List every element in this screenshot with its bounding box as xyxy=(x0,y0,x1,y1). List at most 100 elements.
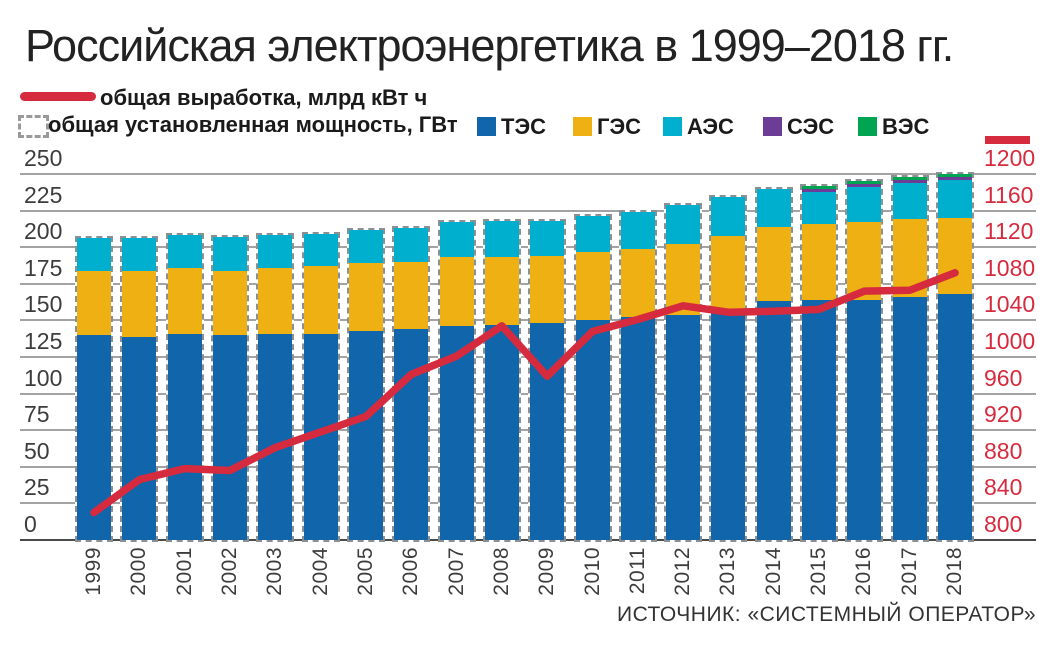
bar-segment-АЭС-2009 xyxy=(530,220,565,256)
x-axis-year-label: 2000 xyxy=(127,547,151,596)
capacity-bar-2008 xyxy=(482,218,521,542)
capacity-bar-2000 xyxy=(120,236,159,542)
capacity-bar-2014 xyxy=(754,186,793,542)
bar-segment-ГЭС-2009 xyxy=(530,255,565,324)
bar-segment-СЭС-2017 xyxy=(892,180,927,184)
bar-segment-АЭС-2011 xyxy=(620,212,655,249)
right-axis-tick-label: 800 xyxy=(984,511,1023,537)
bar-segment-ТЭС-2009 xyxy=(530,323,565,540)
bar-segment-АЭС-2015 xyxy=(802,191,837,224)
generation-line-label: общая выработка, млрд кВт ч xyxy=(100,85,428,110)
bar-segment-ГЭС-2016 xyxy=(847,222,882,300)
x-axis-year-label: 2017 xyxy=(897,547,921,596)
bar-segment-АЭС-2014 xyxy=(756,188,791,227)
left-axis-tick-label: 50 xyxy=(24,437,50,464)
bar-segment-ГЭС-2003 xyxy=(258,267,293,334)
bar-segment-АЭС-2008 xyxy=(484,220,519,258)
capacity-bar-2009 xyxy=(528,218,567,542)
bar-segment-ГЭС-2001 xyxy=(167,267,202,334)
left-axis-tick-label: 200 xyxy=(24,218,63,245)
bar-segment-АЭС-2003 xyxy=(258,235,293,268)
bar-segment-ТЭС-2018 xyxy=(938,294,973,540)
x-axis-year-label: 2008 xyxy=(489,547,513,596)
left-axis-tick-label: 100 xyxy=(24,364,63,391)
right-axis-tick-label: 880 xyxy=(984,437,1023,464)
chart-title: Российская электроэнергетика в 1999–2018… xyxy=(25,20,954,71)
bar-segment-АЭС-2010 xyxy=(575,216,610,252)
bar-segment-ВЭС-2017 xyxy=(892,177,927,181)
left-axis-tick-label: 25 xyxy=(24,474,50,501)
bar-segment-ТЭС-2014 xyxy=(756,301,791,540)
bar-segment-ТЭС-2015 xyxy=(802,299,837,540)
x-axis-year-label: 2012 xyxy=(671,547,695,596)
bar-segment-АЭС-2012 xyxy=(666,204,701,245)
bar-segment-ВЭС-2018 xyxy=(938,174,973,178)
x-axis-year-label: 2005 xyxy=(353,547,377,596)
capacity-bar-2018 xyxy=(936,172,975,542)
bar-segment-ТЭС-2000 xyxy=(122,336,157,540)
capacity-bar-2013 xyxy=(709,195,748,542)
legend-swatch xyxy=(477,117,496,136)
bar-segment-ГЭС-2000 xyxy=(122,270,157,337)
left-axis-tick-label: 175 xyxy=(24,254,63,281)
capacity-bar-2012 xyxy=(664,202,703,542)
x-axis-year-label: 2014 xyxy=(761,547,785,596)
bar-segment-СЭС-2016 xyxy=(847,184,882,188)
bar-segment-ГЭС-2006 xyxy=(394,261,429,330)
left-axis-tick-label: 150 xyxy=(24,291,63,318)
bar-segment-ТЭС-2003 xyxy=(258,333,293,540)
left-axis-tick-label: 0 xyxy=(24,511,37,537)
capacity-bar-2011 xyxy=(618,210,657,542)
x-axis-year-label: 2011 xyxy=(625,547,649,595)
bar-segment-АЭС-2007 xyxy=(439,222,474,258)
bar-segment-ГЭС-2005 xyxy=(348,263,383,331)
bar-segment-ТЭС-2001 xyxy=(167,333,202,540)
source-note: ИСТОЧНИК: «СИСТЕМНЫЙ ОПЕРАТОР» xyxy=(616,603,1036,626)
capacity-bar-2007 xyxy=(437,220,476,542)
x-axis-year-label: 2002 xyxy=(217,547,241,596)
left-axis-tick-label: 125 xyxy=(24,328,63,354)
right-axis-tick-label: 960 xyxy=(984,364,1023,391)
x-axis-year-label: 2001 xyxy=(172,547,196,596)
legend-label: АЭС xyxy=(687,114,734,139)
legend-swatch xyxy=(763,117,782,136)
bar-segment-ТЭС-2017 xyxy=(892,296,927,540)
bar-segment-ТЭС-2005 xyxy=(348,330,383,540)
bar-segment-ТЭС-2016 xyxy=(847,299,882,540)
bar-segment-ГЭС-2010 xyxy=(575,251,610,321)
x-axis-year-label: 2010 xyxy=(580,547,604,596)
capacity-label: общая установленная мощность, ГВт xyxy=(48,112,458,137)
legend-label: ТЭС xyxy=(501,114,546,139)
gridline xyxy=(20,173,1036,175)
capacity-dashed-swatch xyxy=(18,115,49,138)
x-axis-year-label: 1999 xyxy=(82,547,105,596)
bar-segment-ТЭС-1999 xyxy=(77,335,111,540)
left-axis-tick-label: 225 xyxy=(24,181,63,208)
legend-label: СЭС xyxy=(787,114,835,139)
bar-segment-ГЭС-2008 xyxy=(484,257,519,325)
bar-segment-АЭС-2005 xyxy=(348,229,383,264)
bar-segment-ВЭС-2016 xyxy=(847,181,882,185)
bar-segment-ГЭС-2013 xyxy=(711,235,746,309)
bar-segment-ТЭС-2002 xyxy=(212,335,247,540)
x-axis-year-label: 2018 xyxy=(943,547,967,596)
x-axis-line xyxy=(20,539,1036,541)
bar-segment-ТЭС-2008 xyxy=(484,324,519,540)
right-axis-tick-label: 840 xyxy=(984,474,1023,501)
capacity-bar-2002 xyxy=(210,234,249,542)
capacity-bar-2003 xyxy=(256,233,295,542)
bar-segment-ТЭС-2010 xyxy=(575,320,610,540)
legend-label: ВЭС xyxy=(882,114,930,139)
capacity-bar-2005 xyxy=(346,227,385,542)
bar-segment-АЭС-2001 xyxy=(167,235,202,268)
capacity-bar-2004 xyxy=(301,232,340,542)
capacity-bar-2017 xyxy=(890,175,929,542)
capacity-bar-2001 xyxy=(165,233,204,542)
x-axis-year-label: 2007 xyxy=(444,547,468,596)
bar-segment-ГЭС-1999 xyxy=(77,270,111,336)
bar-segment-СЭС-2018 xyxy=(938,177,973,181)
bar-segment-ТЭС-2006 xyxy=(394,329,429,540)
right-axis-tick-label: 1160 xyxy=(984,181,1034,208)
x-axis-year-label: 2006 xyxy=(399,547,423,596)
